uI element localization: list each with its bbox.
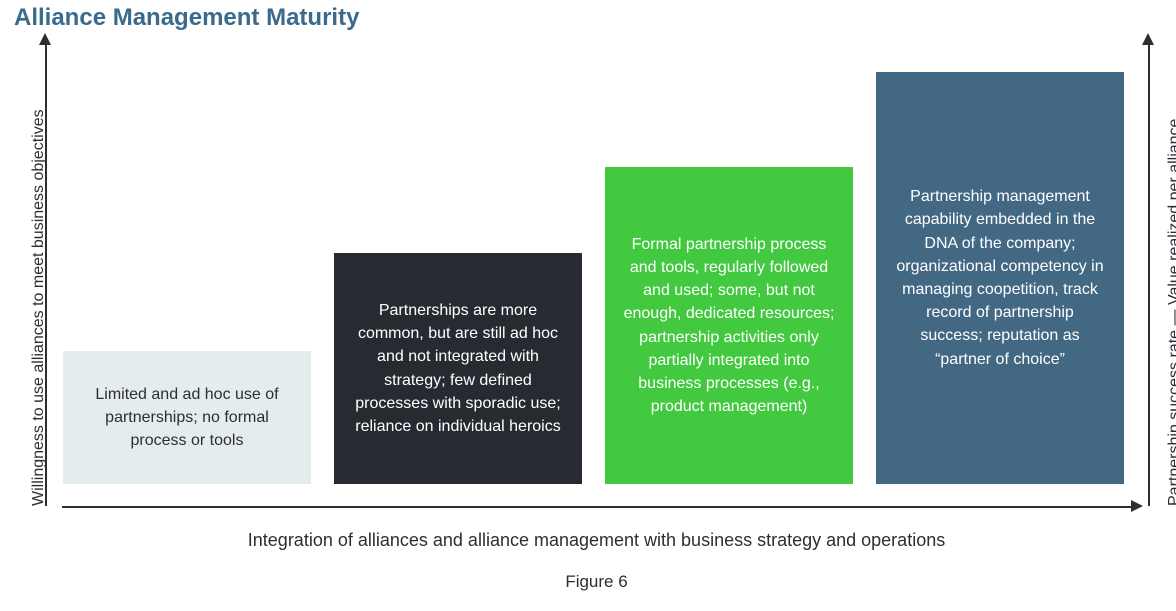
maturity-bar-2: Partnerships are more common, but are st… — [334, 253, 582, 484]
figure-label: Figure 6 — [62, 572, 1131, 592]
maturity-chart: Alliance Management Maturity Willingness… — [0, 0, 1176, 611]
chart-title: Alliance Management Maturity — [14, 4, 359, 32]
y-axis-left-arrow — [39, 33, 51, 45]
y-axis-right-label: Partnership success rate — Value realize… — [1166, 119, 1176, 506]
x-axis-line — [62, 506, 1131, 508]
maturity-bar-3-text: Formal partnership process and tools, re… — [623, 233, 835, 419]
maturity-bar-4: Partnership management capability embedd… — [876, 72, 1124, 484]
maturity-bar-4-text: Partnership management capability embedd… — [894, 185, 1106, 371]
y-axis-right-arrow — [1142, 33, 1154, 45]
y-axis-left-label: Willingness to use alliances to meet bus… — [30, 109, 48, 506]
maturity-bar-1: Limited and ad hoc use of partnerships; … — [63, 351, 311, 484]
maturity-bar-3: Formal partnership process and tools, re… — [605, 167, 853, 484]
x-axis-label: Integration of alliances and alliance ma… — [62, 530, 1131, 551]
maturity-bar-1-text: Limited and ad hoc use of partnerships; … — [81, 383, 293, 453]
y-axis-right-line — [1148, 44, 1150, 506]
x-axis-arrow — [1131, 500, 1143, 512]
maturity-bar-2-text: Partnerships are more common, but are st… — [352, 299, 564, 438]
